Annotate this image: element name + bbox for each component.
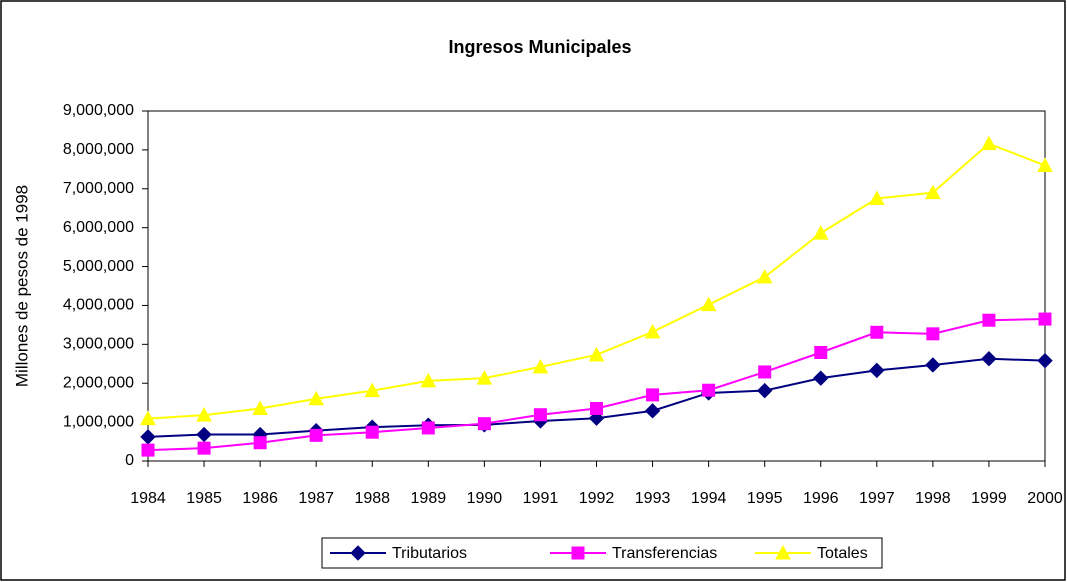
marker [253,436,267,450]
x-tick-label: 1988 [354,490,390,507]
marker [814,346,828,359]
marker [646,388,660,402]
x-tick-label: 1992 [579,490,615,507]
marker [925,357,941,373]
marker [532,358,549,374]
legend: Tributarios Transferencias Totales [321,537,883,569]
marker [812,225,829,240]
marker [196,407,212,422]
y-tick-label: 2,000,000 [63,374,134,391]
x-tick-label: 1996 [803,490,839,507]
marker [421,421,435,435]
marker [926,327,940,341]
y-tick-label: 4,000,000 [63,297,134,314]
y-tick-label: 0 [125,452,134,469]
x-tick-label: 1990 [467,490,503,507]
y-tick-label: 9,000,000 [63,102,134,119]
marker [1037,352,1053,369]
marker [981,351,997,367]
legend-marker [571,546,585,560]
y-axis-label: Millones de pesos de 1998 [12,185,31,387]
x-tick-label: 1984 [130,490,166,507]
marker [420,372,437,388]
marker [140,410,156,426]
x-tick-label: 1994 [691,490,727,507]
legend-label: Transferencias [612,545,717,562]
y-tick-label: 3,000,000 [63,336,134,353]
y-tick-label: 6,000,000 [63,219,134,236]
marker [702,383,716,397]
marker [758,365,772,379]
marker [870,325,884,339]
x-tick-label: 1993 [635,490,671,507]
marker [869,362,885,379]
y-tick-label: 1,000,000 [63,413,134,430]
marker [756,382,773,399]
legend-marker [775,544,791,560]
marker [700,296,717,312]
x-tick-label: 1998 [915,490,951,507]
marker [197,441,211,455]
legend-marker [350,545,366,561]
marker [644,403,661,419]
x-tick-label: 1986 [242,490,278,507]
marker [644,323,661,339]
marker [476,370,493,385]
x-tick-label: 1999 [971,490,1007,507]
marker [308,390,325,406]
x-tick-label: 1985 [186,490,222,507]
legend-label: Totales [817,545,868,562]
marker [252,400,268,415]
chart-title: Ingresos Municipales [448,37,631,57]
x-tick-label: 1991 [523,490,559,507]
y-tick-label: 8,000,000 [63,141,134,158]
x-tick-label: 1989 [411,490,447,507]
marker [364,382,381,398]
marker [590,402,603,415]
marker [533,408,547,422]
x-tick-label: 1987 [298,490,334,507]
marker [477,417,491,431]
marker [868,190,885,205]
marker [309,428,323,442]
x-tick-label: 2000 [1027,490,1063,507]
marker [141,443,155,457]
y-tick-label: 7,000,000 [63,180,134,197]
marker [982,313,996,327]
marker [981,135,997,151]
marker [925,184,941,200]
marker [1038,312,1052,326]
marker [588,346,605,362]
x-tick-label: 1995 [747,490,783,507]
legend-label: Tributarios [392,545,467,562]
marker [813,370,829,386]
marker [365,425,379,439]
marker [196,426,212,443]
x-tick-label: 1997 [859,490,895,507]
marker [756,269,773,284]
marker [1037,157,1053,172]
y-tick-label: 5,000,000 [63,258,134,275]
